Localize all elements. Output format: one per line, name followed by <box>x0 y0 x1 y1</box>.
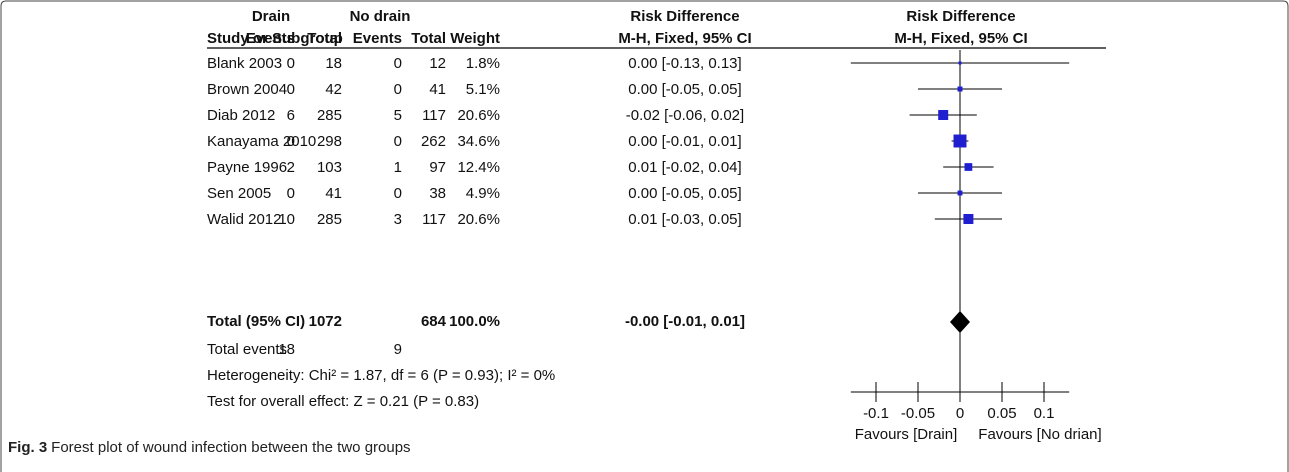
no-drain-total: 38 <box>429 185 446 202</box>
no-drain-events: 5 <box>394 107 402 124</box>
total-n2: 684 <box>421 313 447 330</box>
no-drain-total: 117 <box>422 107 446 124</box>
drain-events: 0 <box>287 133 295 150</box>
drain-total: 285 <box>317 107 342 124</box>
study-ci: 0.01 [-0.02, 0.04] <box>628 159 741 176</box>
study-name: Sen 2005 <box>207 185 271 202</box>
pooled-diamond <box>950 311 970 333</box>
drain-total: 298 <box>317 133 342 150</box>
total-ci: -0.00 [-0.01, 0.01] <box>625 313 745 330</box>
drain-total: 103 <box>317 159 342 176</box>
drain-events: 10 <box>278 211 295 228</box>
drain-events: 0 <box>287 55 295 72</box>
study-weight: 34.6% <box>457 133 500 150</box>
rd-plot-header: Risk Difference <box>906 8 1015 25</box>
study-weight: 1.8% <box>466 55 500 72</box>
heterogeneity-text: Heterogeneity: Chi² = 1.87, df = 6 (P = … <box>207 367 555 384</box>
rd-plot-method-header: M-H, Fixed, 95% CI <box>894 30 1027 47</box>
total-events-no-drain: 9 <box>394 341 402 358</box>
events1-column-header: Events <box>246 30 295 47</box>
drain-events: 2 <box>287 159 295 176</box>
x-axis-tick-label: 0.05 <box>987 405 1016 422</box>
figure-caption: Fig. 3 Forest plot of wound infection bet… <box>8 439 411 456</box>
study-name: Blank 2003 <box>207 55 282 72</box>
rd-method-header: M-H, Fixed, 95% CI <box>618 30 751 47</box>
study-column-header: Study or Subgroup <box>207 30 343 47</box>
no-drain-group-header: No drain <box>350 8 411 25</box>
plot-area: -0.1 -0.05 0 0.05 0.1 <box>850 50 1070 422</box>
no-drain-events: 3 <box>394 211 402 228</box>
drain-total: 18 <box>325 55 342 72</box>
study-ci: -0.02 [-0.06, 0.02] <box>626 107 744 124</box>
effect-square <box>964 163 973 171</box>
study-ci: 0.00 [-0.13, 0.13] <box>628 55 741 72</box>
no-drain-events: 0 <box>394 55 402 72</box>
study-rows: Blank 2003 0 18 0 12 1.8% 0.00 [-0.13, 0.13]Br… <box>207 55 744 228</box>
favours-no-drain-label: Favours [No drian] <box>978 426 1101 443</box>
no-drain-total: 41 <box>429 81 446 98</box>
study-weight: 20.6% <box>457 107 500 124</box>
total2-column-header: Total <box>411 30 446 47</box>
study-name: Diab 2012 <box>207 107 275 124</box>
figure-label: Fig. 3 <box>8 439 48 456</box>
effect-square <box>953 134 967 148</box>
study-weight: 5.1% <box>466 81 500 98</box>
study-ci: 0.00 [-0.05, 0.05] <box>628 185 741 202</box>
rd-column-header: Risk Difference <box>630 8 739 25</box>
no-drain-events: 1 <box>394 159 402 176</box>
total-events-drain: 18 <box>278 341 295 358</box>
no-drain-events: 0 <box>394 81 402 98</box>
no-drain-total: 97 <box>429 159 446 176</box>
no-drain-events: 0 <box>394 185 402 202</box>
total-label: Total (95% CI) <box>207 313 305 330</box>
x-axis-tick-label: -0.05 <box>901 405 935 422</box>
total1-column-header: Total <box>307 30 342 47</box>
total-weight: 100.0% <box>449 313 500 330</box>
events2-column-header: Events <box>353 30 402 47</box>
drain-events: 0 <box>287 81 295 98</box>
study-ci: 0.00 [-0.05, 0.05] <box>628 81 741 98</box>
effect-square <box>938 110 949 120</box>
no-drain-events: 0 <box>394 133 402 150</box>
study-weight: 12.4% <box>457 159 500 176</box>
x-axis-tick-label: 0.1 <box>1034 405 1055 422</box>
no-drain-total: 12 <box>429 55 446 72</box>
drain-total: 41 <box>325 185 342 202</box>
favours-drain-label: Favours [Drain] <box>855 426 958 443</box>
no-drain-total: 262 <box>421 133 446 150</box>
overall-effect-text: Test for overall effect: Z = 0.21 (P = 0… <box>207 393 479 410</box>
effect-square <box>963 214 974 224</box>
drain-events: 6 <box>287 107 295 124</box>
drain-group-header: Drain <box>252 8 290 25</box>
study-name: Payne 1996 <box>207 159 287 176</box>
x-axis-tick-label: 0 <box>956 405 964 422</box>
drain-total: 42 <box>325 81 342 98</box>
effect-square <box>958 61 962 65</box>
study-ci: 0.00 [-0.01, 0.01] <box>628 133 741 150</box>
figure-caption-text: Forest plot of wound infection between t… <box>51 439 411 456</box>
study-ci: 0.01 [-0.03, 0.05] <box>628 211 741 228</box>
x-axis-tick-label: -0.1 <box>863 405 889 422</box>
weight-column-header: Weight <box>450 30 500 47</box>
study-name: Brown 2004 <box>207 81 287 98</box>
no-drain-total: 117 <box>422 211 446 228</box>
study-weight: 4.9% <box>466 185 500 202</box>
total-n1: 1072 <box>309 313 342 330</box>
effect-square <box>957 86 963 92</box>
effect-square <box>957 190 963 196</box>
study-weight: 20.6% <box>457 211 500 228</box>
total-events-label: Total events <box>207 341 287 358</box>
study-name: Walid 2012 <box>207 211 282 228</box>
drain-events: 0 <box>287 185 295 202</box>
drain-total: 285 <box>317 211 342 228</box>
study-name: Kanayama 2010 <box>207 133 316 150</box>
